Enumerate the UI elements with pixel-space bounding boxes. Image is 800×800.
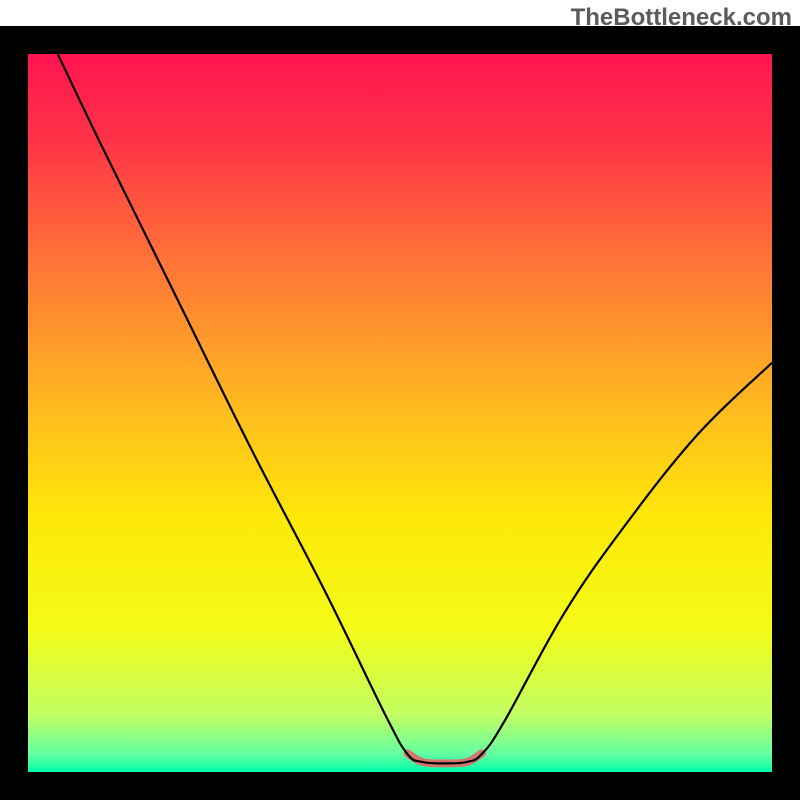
watermark-text: TheBottleneck.com — [571, 4, 792, 32]
plot-area — [28, 54, 772, 772]
gradient-and-curve — [28, 54, 772, 772]
gradient-background — [28, 54, 772, 772]
chart-container: TheBottleneck.com — [0, 0, 800, 800]
